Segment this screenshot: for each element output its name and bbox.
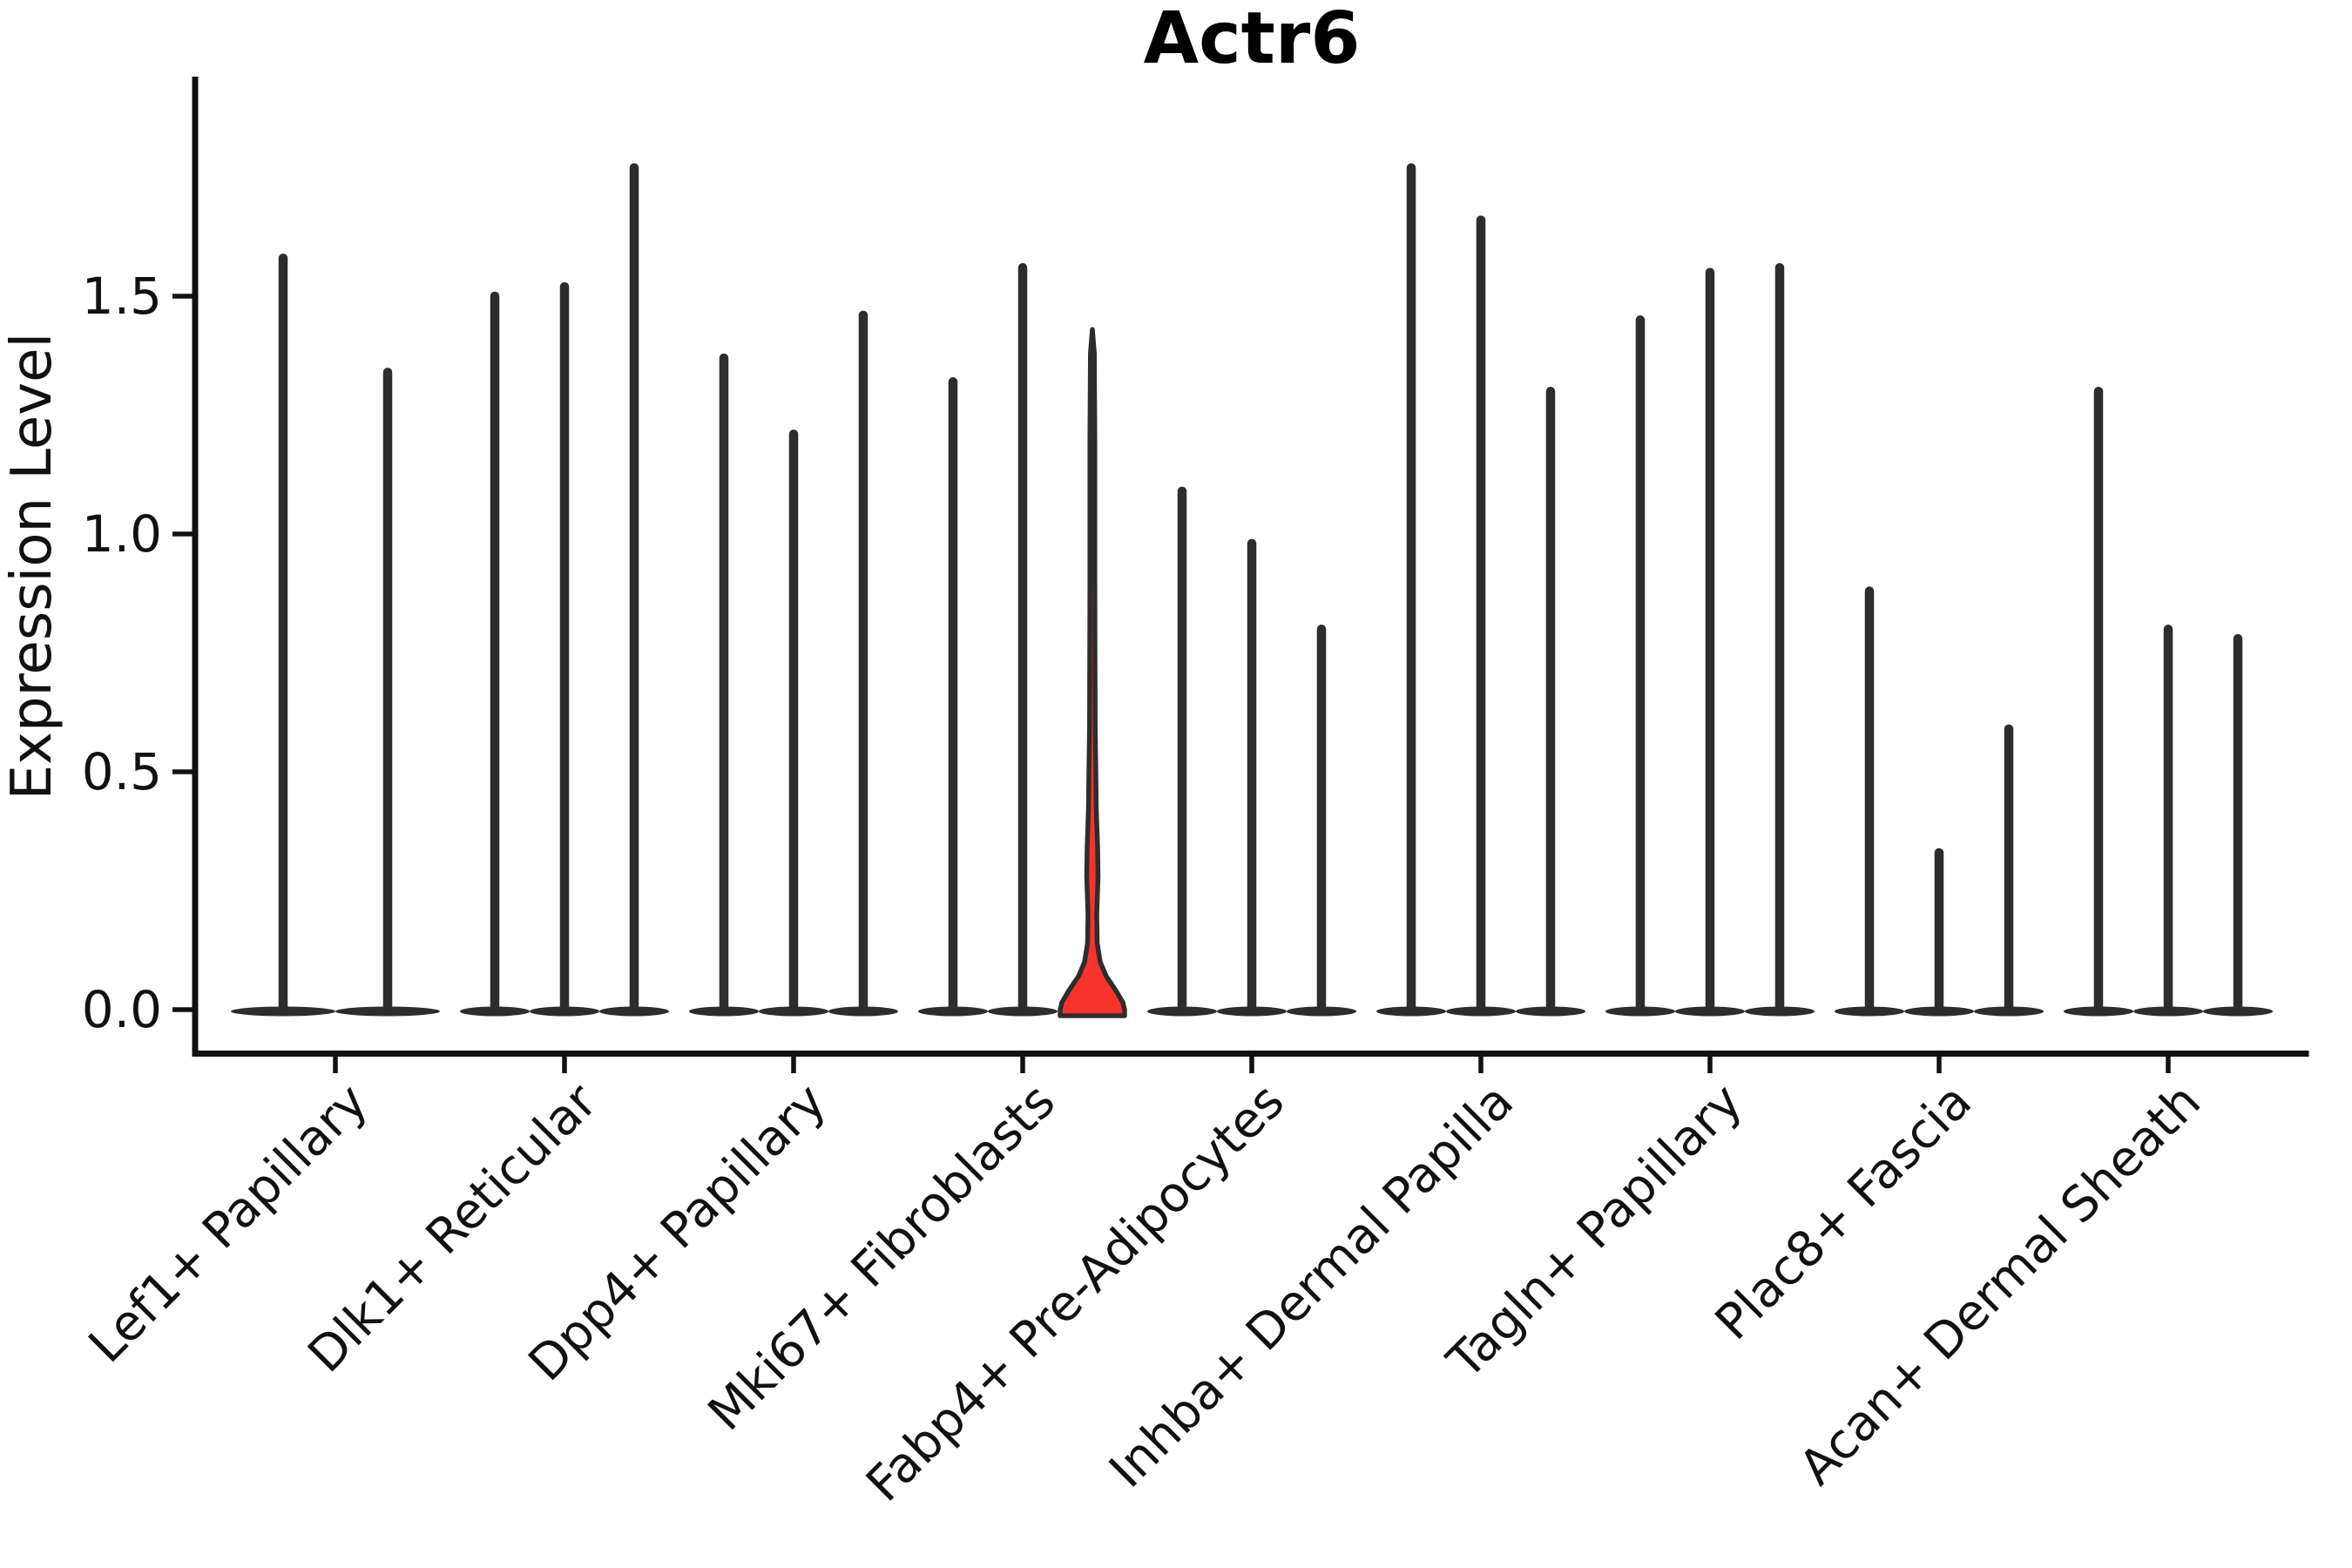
y-tick-label: 1.0	[82, 504, 162, 564]
chart-title: Actr6	[1144, 0, 1361, 80]
y-tick-label: 0.5	[82, 742, 162, 801]
y-tick-label: 1.5	[82, 267, 162, 326]
x-category-label: Acan+ Dermal Sheath	[1788, 1073, 2212, 1497]
highlighted-violin	[1058, 327, 1127, 1018]
y-axis-spine	[192, 77, 199, 1057]
x-category-label: Fabp4+ Pre-Adipocytes	[855, 1073, 1295, 1513]
y-tick-label: 0.0	[82, 980, 162, 1039]
y-axis-label: Expression Level	[0, 333, 64, 801]
x-category-label: Inhba+ Dermal Papilla	[1098, 1073, 1524, 1499]
